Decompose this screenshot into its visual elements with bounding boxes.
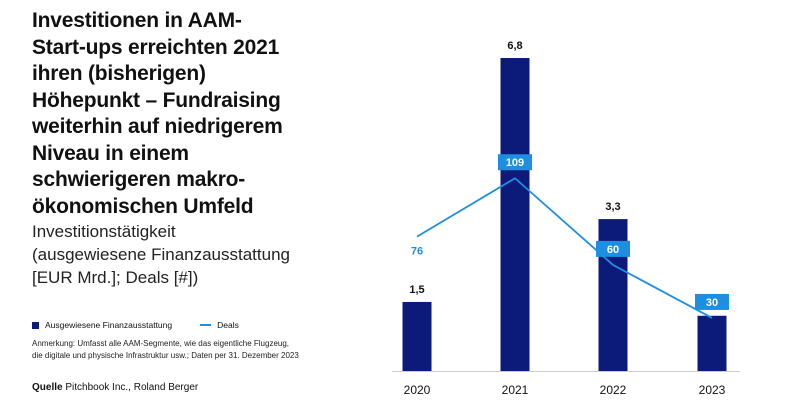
source-note: Quelle Pitchbook Inc., Roland Berger — [32, 382, 198, 393]
legend-item-line: Deals — [200, 320, 239, 330]
page-title: Investitionen in AAM- Start-ups erreicht… — [32, 8, 352, 220]
legend-item-bars: Ausgewiesene Finanzausstattung — [32, 320, 172, 330]
deals-label-2020: 76 — [411, 246, 423, 258]
title-line: Niveau in einem — [32, 141, 189, 165]
title-line: ihren (bisherigen) — [32, 62, 206, 85]
x-tick-label-2021: 2021 — [502, 383, 529, 397]
bar-value-label-2021: 6,8 — [507, 40, 522, 52]
deals-line — [416, 177, 713, 319]
deals-label-box-2021 — [498, 154, 532, 171]
source-text: Pitchbook Inc., Roland Berger — [65, 382, 199, 393]
deals-label-box-2023 — [695, 293, 729, 310]
legend-bars-label: Ausgewiesene Finanzausstattung — [45, 320, 173, 330]
deals-label-box-2022 — [596, 240, 630, 257]
text-panel: Investitionen in AAM- Start-ups erreicht… — [32, 8, 352, 289]
bar-2021 — [500, 58, 530, 371]
bar-value-label-2020: 1,5 — [409, 284, 424, 296]
bar-2023 — [697, 315, 727, 371]
deals-label-2022: 60 — [607, 244, 619, 256]
bar-value-label-2022: 3,3 — [605, 201, 620, 213]
subtitle-line: [EUR Mrd.]; Deals [#]) — [32, 268, 199, 287]
x-tick-label-2022: 2022 — [600, 383, 627, 397]
title-line: schwierigeren makro- — [32, 168, 246, 191]
deals-label-2021: 109 — [506, 157, 524, 169]
deals-label-2023: 30 — [706, 297, 718, 309]
x-tick-label-2020: 2020 — [404, 383, 431, 397]
footnote-line: die digitale und physische Infrastruktur… — [32, 351, 299, 360]
source-label: Quelle — [32, 382, 63, 393]
subtitle-line: Investitionstätigkeit — [32, 222, 176, 241]
title-line: Investitionen in AAM- — [32, 9, 242, 32]
footnote-line: Anmerkung: Umfasst alle AAM-Segmente, wi… — [32, 339, 290, 348]
legend-line-swatch — [200, 324, 212, 326]
x-tick-label-2023: 2023 — [699, 383, 726, 397]
chart-legend: Ausgewiesene Finanzausstattung Deals — [32, 320, 267, 330]
legend-line-label: Deals — [217, 320, 239, 330]
title-line: weiterhin auf niedrigerem — [32, 115, 283, 138]
subtitle-line: (ausgewiesene Finanzausstattung — [32, 245, 290, 264]
footnote: Anmerkung: Umfasst alle AAM-Segmente, wi… — [32, 338, 352, 362]
bar-2020 — [402, 301, 432, 371]
title-line: Höhepunkt – Fundraising — [32, 88, 281, 112]
title-line: Start-ups erreichten 2021 — [32, 35, 280, 59]
legend-bar-swatch — [32, 321, 39, 329]
title-line: ökonomischen Umfeld — [32, 194, 254, 218]
chart-subtitle: Investitionstätigkeit (ausgewiesene Fina… — [32, 220, 352, 289]
